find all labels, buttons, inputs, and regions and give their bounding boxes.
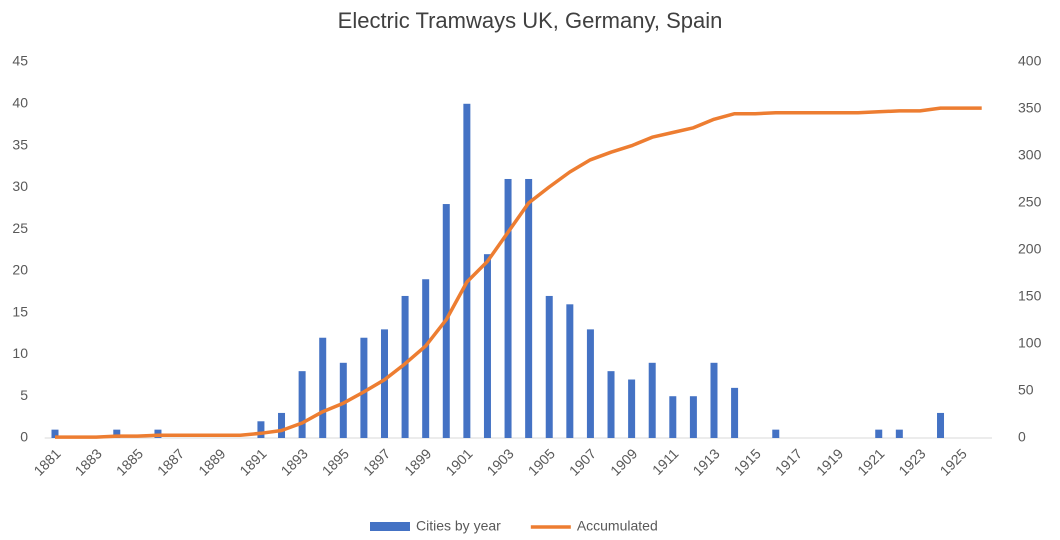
bar: [586, 329, 594, 438]
bar: [319, 337, 327, 438]
x-tick-label: 1891: [236, 445, 269, 478]
bar: [566, 304, 574, 438]
y-tick-label: 40: [12, 94, 28, 110]
bar: [504, 178, 512, 438]
bar: [895, 429, 903, 438]
bar: [278, 412, 286, 438]
x-tick-label: 1889: [195, 445, 228, 478]
bar: [731, 387, 739, 438]
bar: [463, 103, 471, 439]
bar: [545, 295, 553, 438]
x-tick-label: 1925: [937, 445, 970, 478]
x-tick-label: 1909: [607, 445, 640, 478]
y-tick-label: 45: [12, 53, 28, 69]
y2-tick-label: 350: [1018, 100, 1042, 116]
bar: [360, 337, 368, 438]
legend-label: Cities by year: [416, 518, 501, 534]
x-tick-label: 1883: [72, 445, 105, 478]
x-tick-label: 1919: [813, 445, 846, 478]
x-tick-label: 1901: [442, 445, 475, 478]
bar: [937, 412, 945, 438]
x-tick-label: 1923: [895, 445, 928, 478]
bar: [257, 421, 265, 438]
bar: [875, 429, 883, 438]
x-tick-label: 1893: [278, 445, 311, 478]
y-tick-label: 0: [20, 429, 28, 445]
y2-tick-label: 100: [1018, 335, 1042, 351]
bar: [401, 295, 409, 438]
y-tick-label: 5: [20, 387, 28, 403]
x-tick-label: 1921: [854, 445, 887, 478]
bar: [648, 362, 656, 438]
y-tick-label: 15: [12, 303, 28, 319]
x-tick-label: 1885: [113, 445, 146, 478]
bar: [298, 371, 306, 438]
bar: [51, 429, 59, 438]
bar: [689, 396, 697, 438]
bar: [669, 396, 677, 438]
y2-tick-label: 150: [1018, 288, 1042, 304]
y2-tick-label: 250: [1018, 194, 1042, 210]
y2-tick-label: 200: [1018, 241, 1042, 257]
x-tick-label: 1913: [689, 445, 722, 478]
bar: [339, 362, 347, 438]
bar: [607, 371, 615, 438]
x-tick-label: 1917: [772, 445, 805, 478]
bar: [772, 429, 780, 438]
x-tick-label: 1915: [731, 445, 764, 478]
bar: [628, 379, 636, 438]
y2-tick-label: 0: [1018, 429, 1026, 445]
bar: [710, 362, 718, 438]
x-tick-label: 1903: [483, 445, 516, 478]
y2-tick-label: 50: [1018, 382, 1034, 398]
x-tick-label: 1895: [319, 445, 352, 478]
x-tick-label: 1897: [360, 445, 393, 478]
x-tick-label: 1907: [566, 445, 599, 478]
x-tick-label: 1905: [525, 445, 558, 478]
bar: [380, 329, 388, 438]
y2-tick-label: 400: [1018, 53, 1042, 69]
bar: [525, 178, 533, 438]
y-tick-label: 20: [12, 262, 28, 278]
legend-swatch: [370, 522, 410, 531]
line: [55, 106, 982, 439]
bar: [113, 429, 121, 438]
y-tick-label: 10: [12, 345, 28, 361]
x-tick-label: 1887: [154, 445, 187, 478]
x-tick-label: 1899: [401, 445, 434, 478]
y-tick-label: 35: [12, 136, 28, 152]
y-tick-label: 30: [12, 178, 28, 194]
y-tick-label: 25: [12, 220, 28, 236]
x-tick-label: 1881: [30, 445, 63, 478]
bar: [422, 279, 430, 438]
y2-tick-label: 300: [1018, 147, 1042, 163]
chart-title: Electric Tramways UK, Germany, Spain: [338, 8, 723, 33]
x-tick-label: 1911: [649, 445, 682, 478]
bar: [483, 254, 491, 438]
legend-label: Accumulated: [577, 518, 658, 534]
